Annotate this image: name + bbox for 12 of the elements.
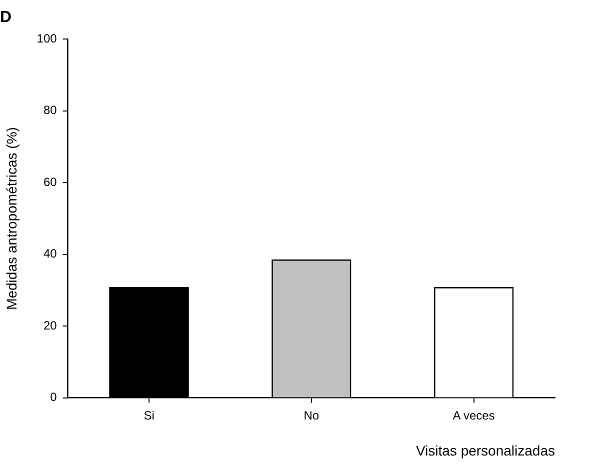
y-tick-label: 0 xyxy=(50,390,58,404)
x-axis-title: Visitas personalizadas xyxy=(416,442,555,458)
y-tick-label: 80 xyxy=(43,103,58,118)
y-axis-title: Medidas antropométricas (%) xyxy=(3,127,20,310)
chart-title: D xyxy=(0,9,12,26)
y-tick-label: 40 xyxy=(43,246,58,261)
y-tick-label: 20 xyxy=(43,318,58,332)
x-tick-label: No xyxy=(304,408,320,422)
y-tick-label: 60 xyxy=(43,174,58,189)
y-tick-label: 100 xyxy=(36,32,58,46)
x-tick-label: Si xyxy=(144,408,154,422)
x-tick-label: A veces xyxy=(452,408,495,422)
